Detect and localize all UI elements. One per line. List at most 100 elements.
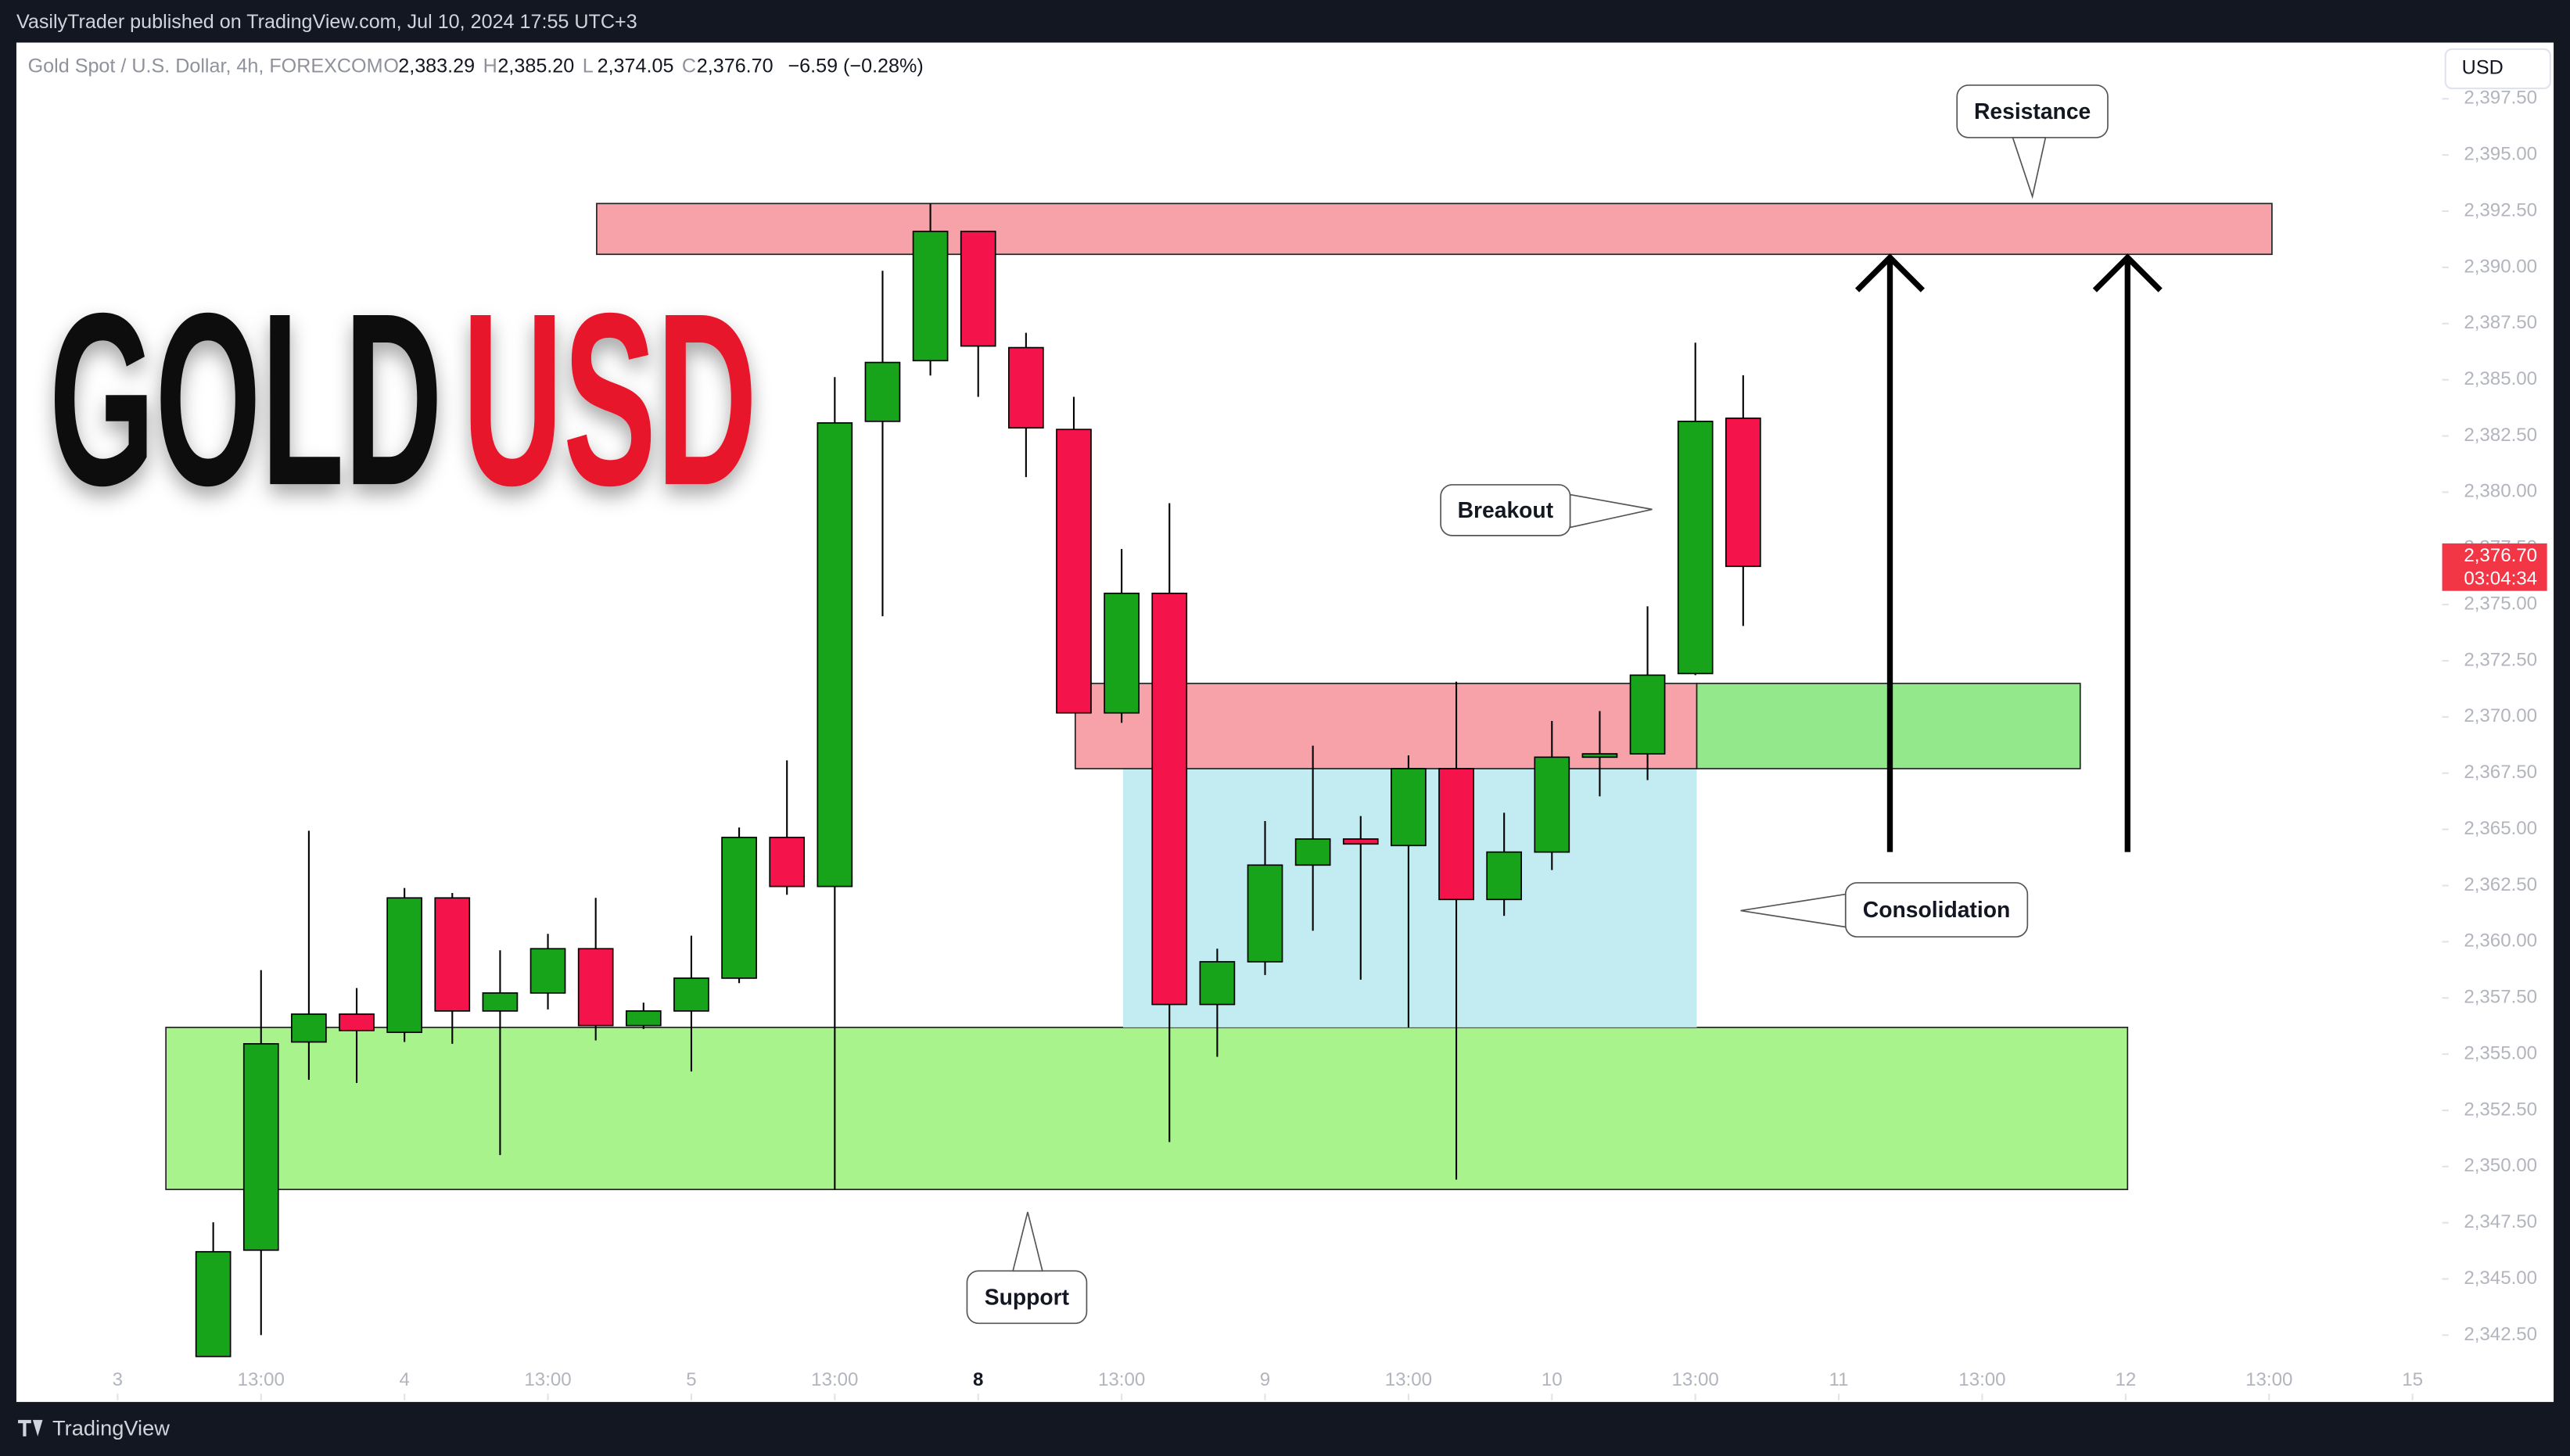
x-tick-label: 4 <box>399 1369 409 1390</box>
ohlc-key: O <box>383 56 399 77</box>
ohlc-value: 2,376.70 <box>697 56 774 77</box>
candle-body <box>625 1010 662 1027</box>
price-tag-countdown: 03:04:34 <box>2464 568 2537 589</box>
title-accent: USD <box>462 262 757 536</box>
y-tick-label: 2,360.00 <box>2464 931 2537 952</box>
x-tick-label: 13:00 <box>1098 1369 1145 1390</box>
y-tick-label: 2,375.00 <box>2464 594 2537 615</box>
x-tick-label: 13:00 <box>1672 1369 1719 1390</box>
y-tick-label: 2,350.00 <box>2464 1155 2537 1176</box>
candle-body <box>1486 851 1523 901</box>
ohlc-key: C <box>682 56 696 77</box>
candle-body <box>1725 417 1761 568</box>
y-tick-label: 2,387.50 <box>2464 312 2537 333</box>
footer-brand: TradingView <box>52 1416 170 1440</box>
candle-body <box>1151 592 1188 1006</box>
x-tick-label: 15 <box>2402 1369 2423 1390</box>
title: GOLD <box>49 262 443 536</box>
x-tick-label: 10 <box>1542 1369 1563 1390</box>
candle-body <box>1056 429 1092 714</box>
y-tick-label: 2,342.50 <box>2464 1324 2537 1345</box>
y-tick-label: 2,355.00 <box>2464 1042 2537 1063</box>
callout-pointer <box>1740 893 1847 928</box>
arrow <box>1854 253 1925 852</box>
y-tick-label: 2,380.00 <box>2464 481 2537 502</box>
candle-body <box>386 897 423 1034</box>
candle-body <box>721 837 757 979</box>
currency-button[interactable] <box>2444 48 2551 90</box>
candle-body <box>1199 961 1236 1006</box>
price-tag-label: 2,376.70 <box>2464 545 2537 566</box>
candle-body <box>1104 592 1140 714</box>
zone <box>165 1027 2129 1190</box>
callout-label: Resistance <box>1974 99 2091 124</box>
y-tick-label: 2,372.50 <box>2464 649 2537 670</box>
x-tick-label: 13:00 <box>238 1369 285 1390</box>
price-tag <box>2442 543 2547 591</box>
callout-pointer <box>1569 493 1653 529</box>
x-tick-label: 9 <box>1260 1369 1270 1390</box>
candle-body <box>195 1250 232 1357</box>
x-tick-label: 13:00 <box>1958 1369 2005 1390</box>
candle-body <box>864 361 901 422</box>
y-tick-label: 2,392.50 <box>2464 199 2537 221</box>
candle-body <box>339 1013 375 1031</box>
candle-body <box>912 231 949 362</box>
x-tick-label: 13:00 <box>1385 1369 1432 1390</box>
candle-body <box>1534 756 1570 853</box>
x-tick-label: 11 <box>1829 1369 1849 1390</box>
x-tick-label: 13:00 <box>2245 1369 2292 1390</box>
candle-body <box>1438 768 1474 901</box>
candle-body <box>1581 753 1618 758</box>
y-tick-label: 2,395.00 <box>2464 144 2537 165</box>
candle-body <box>1391 768 1427 847</box>
plot: 2,342.50 2,345.00 2,347.50 2,350.00 2,352.50… <box>28 56 2547 1400</box>
x-tick-label: 3 <box>113 1369 123 1390</box>
change: −6.59 (−0.28%) <box>788 56 923 77</box>
y-tick-label: 2,357.50 <box>2464 987 2537 1008</box>
y-tick-label: 2,385.00 <box>2464 368 2537 389</box>
tv-logo <box>18 1419 43 1436</box>
callout-pointer <box>1012 1211 1043 1272</box>
candle-body <box>482 992 519 1012</box>
candle-body <box>1008 346 1044 429</box>
callout-pointer <box>2012 137 2047 199</box>
candle-body <box>1629 674 1666 755</box>
y-tick-label: 2,390.00 <box>2464 256 2537 277</box>
ohlc-value: 2,385.20 <box>497 56 574 77</box>
ohlc-key: H <box>483 56 497 77</box>
callout-label: Support <box>985 1284 1070 1309</box>
y-tick-label: 2,365.00 <box>2464 818 2537 839</box>
candle-body <box>242 1043 279 1251</box>
x-tick-label: 12 <box>2115 1369 2136 1390</box>
y-tick-label: 2,367.50 <box>2464 762 2537 783</box>
y-tick-label: 2,345.00 <box>2464 1268 2537 1289</box>
y-tick-label: 2,352.50 <box>2464 1099 2537 1120</box>
zone <box>596 203 2273 256</box>
y-tick-label: 2,347.50 <box>2464 1211 2537 1232</box>
ohlc-value: 2,383.29 <box>398 56 475 77</box>
ohlc-value: 2,374.05 <box>598 56 674 77</box>
y-tick-label: 2,362.50 <box>2464 874 2537 895</box>
candle-body <box>769 837 806 888</box>
candle-body <box>529 948 566 994</box>
candle-body <box>434 897 471 1012</box>
callout-label: Consolidation <box>1863 897 2010 922</box>
y-tick-label: 2,382.50 <box>2464 425 2537 446</box>
x-tick-label: 13:00 <box>524 1369 571 1390</box>
x-tick-label: 5 <box>686 1369 696 1390</box>
candle-body <box>817 422 853 888</box>
y-tick-label: 2,370.00 <box>2464 705 2537 726</box>
x-tick-label: 8 <box>973 1369 983 1390</box>
x-tick-label: 13:00 <box>811 1369 858 1390</box>
y-tick-label: 2,397.50 <box>2464 88 2537 109</box>
candle-body <box>673 977 709 1012</box>
candle-body <box>577 948 614 1027</box>
candle-body <box>1677 421 1714 675</box>
callout-label: Breakout <box>1458 497 1554 522</box>
currency-label: USD <box>2462 57 2504 79</box>
candle-body <box>1247 864 1283 963</box>
candle-body <box>1294 838 1331 866</box>
